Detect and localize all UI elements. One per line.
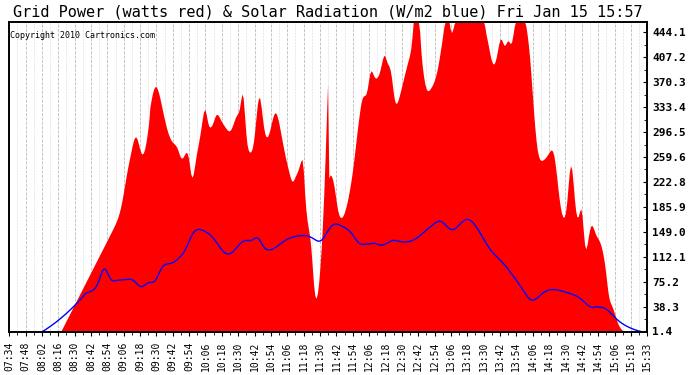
Title: Grid Power (watts red) & Solar Radiation (W/m2 blue) Fri Jan 15 15:57: Grid Power (watts red) & Solar Radiation… bbox=[13, 4, 643, 19]
Text: Copyright 2010 Cartronics.com: Copyright 2010 Cartronics.com bbox=[10, 31, 155, 40]
